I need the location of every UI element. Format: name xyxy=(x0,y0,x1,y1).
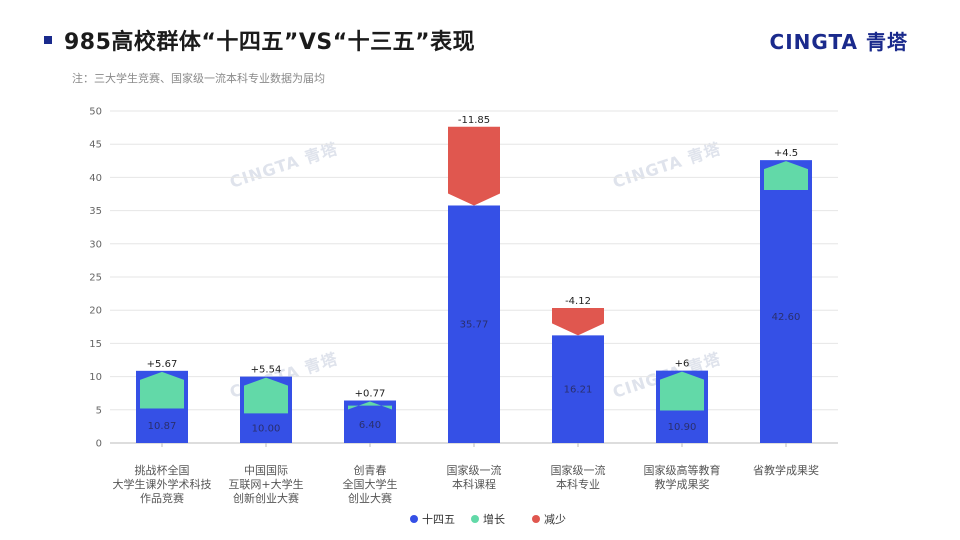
y-tick-label-10: 10 xyxy=(89,372,102,383)
decrease-marker-4 xyxy=(552,308,604,336)
brand-logo: CINGTA 青塔 xyxy=(769,30,908,54)
increase-marker-1 xyxy=(244,377,288,414)
x-category-label-4-0: 国家级一流 xyxy=(551,463,606,477)
bar-value-label-4: 16.21 xyxy=(564,385,593,396)
y-tick-label-5: 5 xyxy=(96,405,102,416)
legend-label-0: 十四五 xyxy=(422,512,455,526)
x-category-label-0-2: 作品竞赛 xyxy=(140,491,184,505)
legend-swatch-2 xyxy=(532,515,540,523)
increase-marker-2 xyxy=(348,401,392,410)
increase-label-1: +5.54 xyxy=(251,365,282,376)
increase-marker-5 xyxy=(660,371,704,411)
x-category-label-4-1: 本科专业 xyxy=(556,477,600,491)
y-tick-label-40: 40 xyxy=(89,173,102,184)
title-marker xyxy=(44,36,52,44)
y-tick-label-30: 30 xyxy=(89,239,102,250)
legend-swatch-1 xyxy=(471,515,479,523)
y-tick-label-45: 45 xyxy=(89,140,102,151)
x-category-label-1-2: 创新创业大赛 xyxy=(233,491,299,505)
watermark-1: CINGTA 青塔 xyxy=(610,139,723,192)
increase-label-6: +4.5 xyxy=(774,148,798,159)
x-category-label-2-1: 全国大学生 xyxy=(343,477,398,491)
bar-value-label-2: 6.40 xyxy=(359,420,381,431)
y-tick-label-15: 15 xyxy=(89,339,102,350)
y-tick-label-50: 50 xyxy=(89,107,102,118)
watermark-0: CINGTA 青塔 xyxy=(227,139,340,192)
x-category-label-1-0: 中国国际 xyxy=(244,464,288,477)
y-tick-label-35: 35 xyxy=(89,206,102,217)
x-category-label-2-0: 创青春 xyxy=(354,464,387,477)
y-tick-label-20: 20 xyxy=(89,306,102,317)
x-category-label-1-1: 互联网+大学生 xyxy=(228,477,303,491)
bar-value-label-1: 10.00 xyxy=(252,424,281,435)
page-title: 985高校群体“十四五”VS“十三五”表现 xyxy=(64,30,476,55)
bar-value-label-5: 10.90 xyxy=(668,422,697,433)
bar-value-label-3: 35.77 xyxy=(460,320,489,331)
increase-marker-6 xyxy=(764,161,808,191)
increase-label-5: +6 xyxy=(675,359,690,370)
x-category-label-0-0: 挑战杯全国 xyxy=(135,463,190,477)
increase-marker-0 xyxy=(140,371,184,409)
increase-label-0: +5.67 xyxy=(147,359,178,370)
y-tick-label-25: 25 xyxy=(89,273,102,284)
y-tick-label-0: 0 xyxy=(96,439,102,450)
x-category-label-5-0: 国家级高等教育 xyxy=(644,463,721,477)
bar-3 xyxy=(448,205,500,443)
legend-swatch-0 xyxy=(410,515,418,523)
decrease-label-3: -11.85 xyxy=(458,115,490,126)
legend-label-1: 增长 xyxy=(483,512,505,526)
x-category-label-2-2: 创业大赛 xyxy=(348,491,392,505)
x-category-label-3-1: 本科课程 xyxy=(452,477,496,491)
legend-label-2: 减少 xyxy=(544,513,566,526)
bar-value-label-0: 10.87 xyxy=(148,421,177,432)
bar-value-label-6: 42.60 xyxy=(772,312,801,323)
x-category-label-5-1: 教学成果奖 xyxy=(655,477,710,491)
decrease-label-4: -4.12 xyxy=(565,296,591,307)
bar-4 xyxy=(552,335,604,443)
decrease-marker-3 xyxy=(448,126,500,206)
x-category-label-6-0: 省教学成果奖 xyxy=(753,463,819,477)
chart-note: 注：三大学生竞赛、国家级一流本科专业数据为届均 xyxy=(72,72,325,85)
x-category-label-0-1: 大学生课外学术科技 xyxy=(113,477,212,491)
x-category-label-3-0: 国家级一流 xyxy=(447,463,502,477)
bar-6 xyxy=(760,160,812,444)
increase-label-2: +0.77 xyxy=(355,389,386,400)
